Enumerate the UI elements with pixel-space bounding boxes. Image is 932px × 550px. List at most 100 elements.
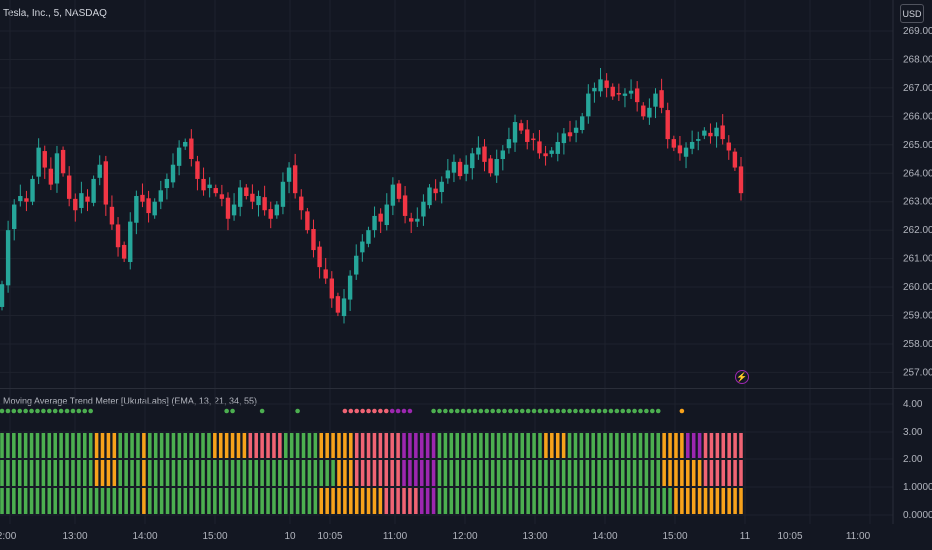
trend-meter-bar <box>349 433 353 458</box>
trend-meter-bar <box>396 460 400 486</box>
trend-meter-bar <box>313 433 318 458</box>
trend-meter-bar <box>615 460 619 486</box>
trend-meter-bar <box>490 460 495 486</box>
trend-meter-bar <box>402 460 406 486</box>
trend-meter-bar <box>142 433 146 458</box>
indicator-title[interactable]: Moving Average Trend Meter [UkutaLabs] (… <box>3 396 257 406</box>
trend-meter-bar <box>508 433 513 458</box>
candle-body <box>134 196 139 223</box>
candle-body <box>176 147 182 166</box>
trend-signal-dot <box>224 408 229 414</box>
candle-body <box>512 122 518 143</box>
trend-meter-bar <box>479 488 483 514</box>
trend-meter-bar <box>561 460 566 486</box>
trend-meter-bar <box>703 433 708 458</box>
trend-meter-bar <box>414 488 418 514</box>
trend-meter-bar <box>17 460 22 486</box>
candle-body <box>726 142 731 151</box>
trend-meter-bar <box>301 433 306 458</box>
trend-meter-bar <box>372 433 377 458</box>
trend-signal-dot <box>573 408 578 414</box>
trend-meter-bar <box>520 488 525 514</box>
trend-meter-bar <box>106 433 111 458</box>
candle-body <box>476 147 481 155</box>
candle-body <box>305 211 310 231</box>
price-tick-label: 267.00 <box>903 83 932 94</box>
trend-meter-bar <box>349 488 353 514</box>
trend-meter-bar <box>224 433 229 458</box>
trend-meter-bar <box>532 460 536 486</box>
trend-meter-bar <box>295 488 300 514</box>
trend-meter-bar <box>195 460 199 486</box>
trend-meter-bar <box>419 433 424 458</box>
currency-badge[interactable]: USD <box>900 4 924 23</box>
trend-meter-bar <box>632 433 637 458</box>
candle-body <box>445 170 451 179</box>
trend-meter-bar <box>437 488 442 514</box>
trend-meter-bar <box>248 488 253 514</box>
trend-meter-bar <box>538 433 542 458</box>
candle-body <box>262 197 267 211</box>
trend-meter-bar <box>668 460 672 486</box>
trend-meter-bar <box>455 433 459 458</box>
trend-meter-bar <box>53 433 57 458</box>
trend-meter-bar <box>567 460 572 486</box>
price-chart[interactable]: 269.00 268.00 267.00 266.00 265.00 264.00 263.… <box>0 0 932 388</box>
trend-meter-bar <box>165 488 170 514</box>
trend-meter-bar <box>177 460 182 486</box>
time-tick-label: 14:00 <box>132 531 158 542</box>
candle-body <box>598 79 603 92</box>
trend-meter-bar <box>242 488 247 514</box>
trend-meter-bar <box>343 488 347 514</box>
trend-meter-bar <box>461 488 465 514</box>
trend-meter-bar <box>709 488 714 514</box>
trend-meter-bar <box>396 433 400 458</box>
trend-meter-bar <box>573 488 578 514</box>
trend-meter-bar <box>59 433 63 458</box>
trend-meter-bar <box>555 460 560 486</box>
symbol-title[interactable]: Tesla, Inc., 5, NASDAQ <box>3 8 107 19</box>
candle-body <box>378 213 383 222</box>
trend-meter-bar <box>82 488 87 514</box>
trend-meter-bar <box>733 433 737 458</box>
trend-meter-bar <box>366 460 371 486</box>
candle-body <box>573 127 579 133</box>
trend-signal-dot <box>17 408 23 414</box>
trend-meter-bar <box>461 460 465 486</box>
trend-meter-bar <box>680 433 684 458</box>
candle-body <box>390 184 396 206</box>
trend-meter-bar <box>490 433 495 458</box>
trend-meter-bar <box>686 460 690 486</box>
trend-meter-bar <box>242 433 247 458</box>
trend-meter-bar <box>313 460 318 486</box>
lightning-icon[interactable]: ⚡ <box>735 370 749 384</box>
time-tick-label: 14:00 <box>592 531 618 542</box>
trend-meter-bar <box>230 460 235 486</box>
trend-meter-bar <box>112 433 117 458</box>
trend-meter-bar <box>230 488 235 514</box>
trend-meter-bar <box>638 460 643 486</box>
trend-meter-bar <box>615 488 619 514</box>
trend-signal-dot <box>5 408 11 414</box>
trend-meter-bar <box>632 488 637 514</box>
trend-meter-bar <box>0 488 4 514</box>
candle-body <box>335 296 341 313</box>
trend-signal-dot <box>650 408 655 414</box>
pane-divider[interactable] <box>0 388 932 389</box>
trend-meter-bar <box>195 488 199 514</box>
trend-meter-bar <box>354 488 359 514</box>
trend-meter-bar <box>354 433 359 458</box>
trend-meter-bar <box>419 488 424 514</box>
trend-signal-dot <box>519 408 525 414</box>
candle-body <box>79 193 84 208</box>
candle-body <box>732 151 738 168</box>
trend-meter-bar <box>106 460 111 486</box>
trend-signal-dot <box>378 408 383 414</box>
trend-meter-bar <box>112 488 117 514</box>
trend-meter-bar <box>254 460 258 486</box>
trend-meter-bar <box>130 433 134 458</box>
candle-body <box>586 93 591 117</box>
trend-meter-bar <box>325 488 329 514</box>
time-tick-label: 11 <box>739 531 751 542</box>
trend-meter-bar <box>384 460 389 486</box>
